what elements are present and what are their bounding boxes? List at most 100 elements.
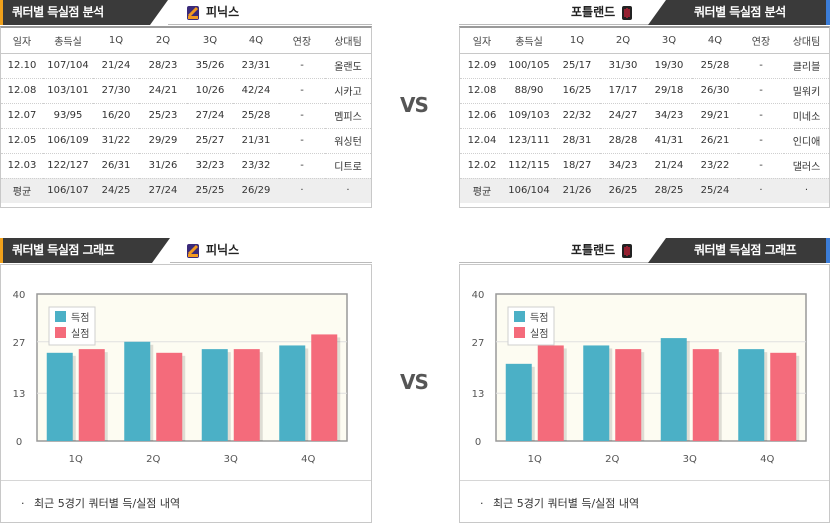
- col-q4: 4Q: [233, 28, 279, 54]
- cell: 112/115: [504, 153, 554, 179]
- cell: 12.06: [460, 103, 504, 129]
- cell: 23/22: [692, 153, 738, 179]
- bar-allowed: [311, 334, 338, 441]
- cell: 100/105: [504, 53, 554, 79]
- cell: 12.08: [1, 78, 43, 104]
- col-q1: 1Q: [554, 28, 600, 54]
- note-bullet: ·: [480, 497, 484, 510]
- table-row: 12.07 93/95 16/20 25/23 27/24 25/28- 멤피스: [1, 103, 371, 129]
- cell: 디트로: [325, 153, 371, 179]
- cell: 34/23: [646, 103, 692, 129]
- cell: 25/28: [233, 103, 279, 129]
- col-total: 총득실: [43, 28, 93, 54]
- cell: 12.02: [460, 153, 504, 179]
- suns-logo-icon: [186, 5, 200, 21]
- bar-scored: [583, 345, 610, 441]
- y-tick-label: 13: [472, 389, 485, 400]
- col-total: 총득실: [504, 28, 554, 54]
- col-q1: 1Q: [93, 28, 139, 54]
- col-q2: 2Q: [139, 28, 187, 54]
- cell: ·: [325, 178, 371, 203]
- left-chart-team-name: 피닉스: [206, 243, 240, 257]
- cell: 25/28: [692, 53, 738, 79]
- col-opponent: 상대팀: [325, 28, 371, 54]
- cell: 41/31: [646, 128, 692, 154]
- vs-label-bottom: VS: [400, 370, 429, 394]
- x-tick-label: 1Q: [528, 454, 542, 465]
- x-tick-label: 4Q: [301, 454, 315, 465]
- cell: 18/27: [554, 153, 600, 179]
- cell: 28/28: [600, 128, 646, 154]
- blazers-logo-icon: [621, 243, 633, 259]
- y-tick-label: 13: [13, 389, 26, 400]
- bar-allowed: [692, 349, 719, 441]
- left-team: 피닉스: [186, 0, 239, 25]
- cell: 평균: [1, 178, 43, 203]
- cell: 12.08: [460, 78, 504, 104]
- cell: 109/103: [504, 103, 554, 129]
- cell: -: [279, 153, 325, 179]
- col-date: 일자: [460, 28, 504, 54]
- col-q3: 3Q: [187, 28, 233, 54]
- cell: 26/25: [600, 178, 646, 203]
- bar-scored: [124, 341, 151, 441]
- cell: 10/26: [187, 78, 233, 104]
- cell: -: [738, 103, 784, 129]
- note-text: 최근 5경기 쿼터별 득/실점 내역: [493, 497, 640, 510]
- cell: 24/27: [600, 103, 646, 129]
- cell: 26/31: [93, 153, 139, 179]
- left-table-header: 쿼터별 득실점 분석 피닉스: [0, 0, 372, 25]
- cell: 클리블: [784, 53, 829, 79]
- right-chart-header: 포틀랜드 쿼터별 득실점 그래프: [459, 238, 830, 263]
- cell: 12.09: [460, 53, 504, 79]
- cell: -: [738, 128, 784, 154]
- col-q2: 2Q: [600, 28, 646, 54]
- cell: 12.04: [460, 128, 504, 154]
- cell: 미네소: [784, 103, 829, 129]
- cell: 23/32: [233, 153, 279, 179]
- table-row: 12.06 109/103 22/32 24/27 34/23 29/21- 미네소: [460, 103, 829, 129]
- cell: 28/25: [646, 178, 692, 203]
- table-row: 12.08 88/90 16/25 17/17 29/18 26/30- 밀워키: [460, 78, 829, 104]
- cell: 26/30: [692, 78, 738, 104]
- cell: 29/18: [646, 78, 692, 104]
- bar-scored: [279, 345, 306, 441]
- cell: 31/26: [139, 153, 187, 179]
- table-row: 12.10 107/104 21/24 28/23 35/26 23/31- 올랜도: [1, 53, 371, 79]
- cell: 25/27: [187, 128, 233, 154]
- cell: ·: [279, 178, 325, 203]
- cell: 25/23: [139, 103, 187, 129]
- left-chart-title: 쿼터별 득실점 그래프: [0, 238, 170, 263]
- table-header-row: 일자 총득실 1Q 2Q 3Q 4Q 연장 상대팀: [460, 28, 829, 54]
- cell: 23/31: [233, 53, 279, 79]
- cell: 26/29: [233, 178, 279, 203]
- cell: -: [279, 53, 325, 79]
- cell: 평균: [460, 178, 504, 203]
- cell: -: [738, 153, 784, 179]
- cell: 12.03: [1, 153, 43, 179]
- right-stats-table: 일자 총득실 1Q 2Q 3Q 4Q 연장 상대팀 12.09 100/105 25…: [459, 26, 830, 208]
- col-date: 일자: [1, 28, 43, 54]
- cell: 29/21: [692, 103, 738, 129]
- legend-label: 실점: [530, 328, 548, 340]
- bar-allowed: [233, 349, 260, 441]
- legend-label: 득점: [71, 312, 89, 324]
- cell: -: [279, 103, 325, 129]
- table-row: 12.02 112/115 18/27 34/23 21/24 23/22- 댈러스: [460, 153, 829, 179]
- cell: 122/127: [43, 153, 93, 179]
- cell: 12.10: [1, 53, 43, 79]
- cell: 25/25: [187, 178, 233, 203]
- bar-scored: [201, 349, 228, 441]
- cell: 21/24: [93, 53, 139, 79]
- cell: 35/26: [187, 53, 233, 79]
- cell: 32/23: [187, 153, 233, 179]
- cell: -: [279, 128, 325, 154]
- table-row: 12.04 123/111 28/31 28/28 41/31 26/21- 인디애: [460, 128, 829, 154]
- right-team: 포틀랜드: [571, 0, 633, 25]
- bar-allowed: [770, 352, 797, 441]
- cell: 24/25: [93, 178, 139, 203]
- col-ot: 연장: [738, 28, 784, 54]
